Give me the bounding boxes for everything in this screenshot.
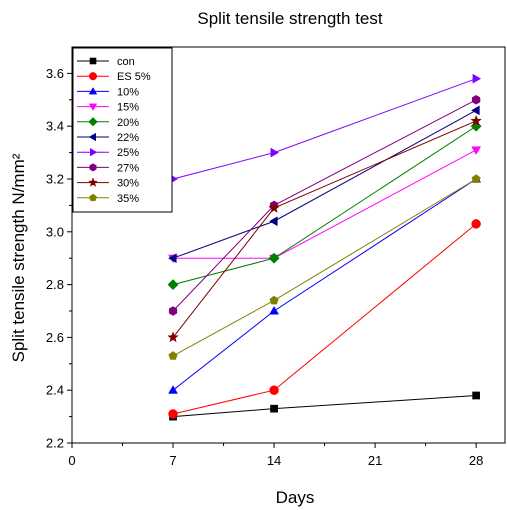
legend-swatch-marker [89,57,97,65]
series-line [172,178,477,391]
data-point [269,295,279,305]
series-5 [168,105,480,264]
y-tick-label: 3.2 [46,172,64,187]
series-line [172,78,477,180]
legend-item: 20% [77,117,139,129]
data-point [471,146,482,155]
y-tick-label: 2.4 [46,383,64,398]
data-point [168,385,178,394]
series-0 [169,391,480,421]
x-axis-label: Days [276,488,315,507]
legend-swatch-marker [89,193,97,202]
x-tick-label: 21 [368,453,382,468]
legend-label: 35% [117,193,139,205]
legend-label: 30% [117,178,139,190]
data-point [471,95,481,105]
legend-label: 27% [117,162,139,174]
legend: con ES 5% 10% 15% 20% 22% 25% 27% 30% 35% [72,47,173,213]
x-tick-label: 28 [469,453,483,468]
data-point [168,253,177,264]
legend-item: ES 5% [77,71,151,83]
legend-swatch-marker [88,132,96,142]
legend-swatch-marker [88,117,98,127]
legend-swatch-marker [88,103,98,111]
legend-item: 25% [77,147,139,159]
legend-item: con [77,56,135,68]
series-layer [167,73,482,421]
data-point [269,385,279,395]
x-tick-label: 0 [68,453,75,468]
data-point [472,391,480,400]
data-point [471,105,480,116]
data-point [471,219,481,229]
y-tick-label: 3.0 [46,224,64,239]
data-point [168,351,178,360]
data-point [269,306,279,315]
legend-swatch-marker [89,163,97,172]
y-tick-label: 3.6 [46,66,64,81]
legend-label: ES 5% [117,71,151,83]
series-8 [167,114,482,343]
y-axis: 2.2 2.4 2.6 2.8 3.0 3.2 3.4 3.6 [46,66,72,451]
data-point [168,409,178,419]
plot-area [71,46,506,444]
legend-item: 30% [77,177,139,190]
legend-label: con [117,56,135,68]
data-point [270,404,278,413]
legend-swatch-marker [88,72,98,81]
legend-item: 15% [77,102,139,114]
series-6 [169,73,482,184]
x-tick-label: 7 [169,453,176,468]
series-line [172,394,477,418]
data-point [268,201,280,213]
legend-label: 15% [117,102,139,114]
series-9 [168,174,481,360]
data-point [268,252,280,264]
data-point [167,279,179,291]
data-point [269,216,278,227]
series-line [172,120,477,338]
y-tick-label: 2.6 [46,330,64,345]
data-point [168,306,178,316]
series-line [172,223,477,415]
y-axis-label: Split tensile strength N/mm² [9,153,28,362]
legend-label: 22% [117,132,139,144]
legend-swatch-marker [87,177,99,187]
x-tick-label: 14 [267,453,281,468]
series-1 [168,219,481,419]
y-tick-label: 2.2 [46,436,64,451]
data-point [167,331,179,343]
y-tick-label: 3.4 [46,119,64,134]
legend-item: 10% [77,86,139,98]
data-point [270,147,280,158]
legend-item: 27% [77,162,139,174]
legend-swatch-marker [88,87,98,95]
series-line [172,109,477,259]
x-axis: 0 7 14 21 28 [68,443,483,468]
legend-item: 35% [77,193,139,205]
chart-title: Split tensile strength test [197,9,382,28]
legend-label: 20% [117,117,139,129]
legend-label: 25% [117,147,139,159]
data-point [472,73,482,84]
y-tick-label: 2.8 [46,277,64,292]
series-4 [167,120,482,291]
legend-label: 10% [117,86,139,98]
legend-item: 22% [77,132,139,144]
plot-frame [71,46,506,444]
legend-swatch-marker [90,147,98,157]
data-point [470,114,482,126]
series-line [172,178,477,357]
data-point [471,174,481,183]
